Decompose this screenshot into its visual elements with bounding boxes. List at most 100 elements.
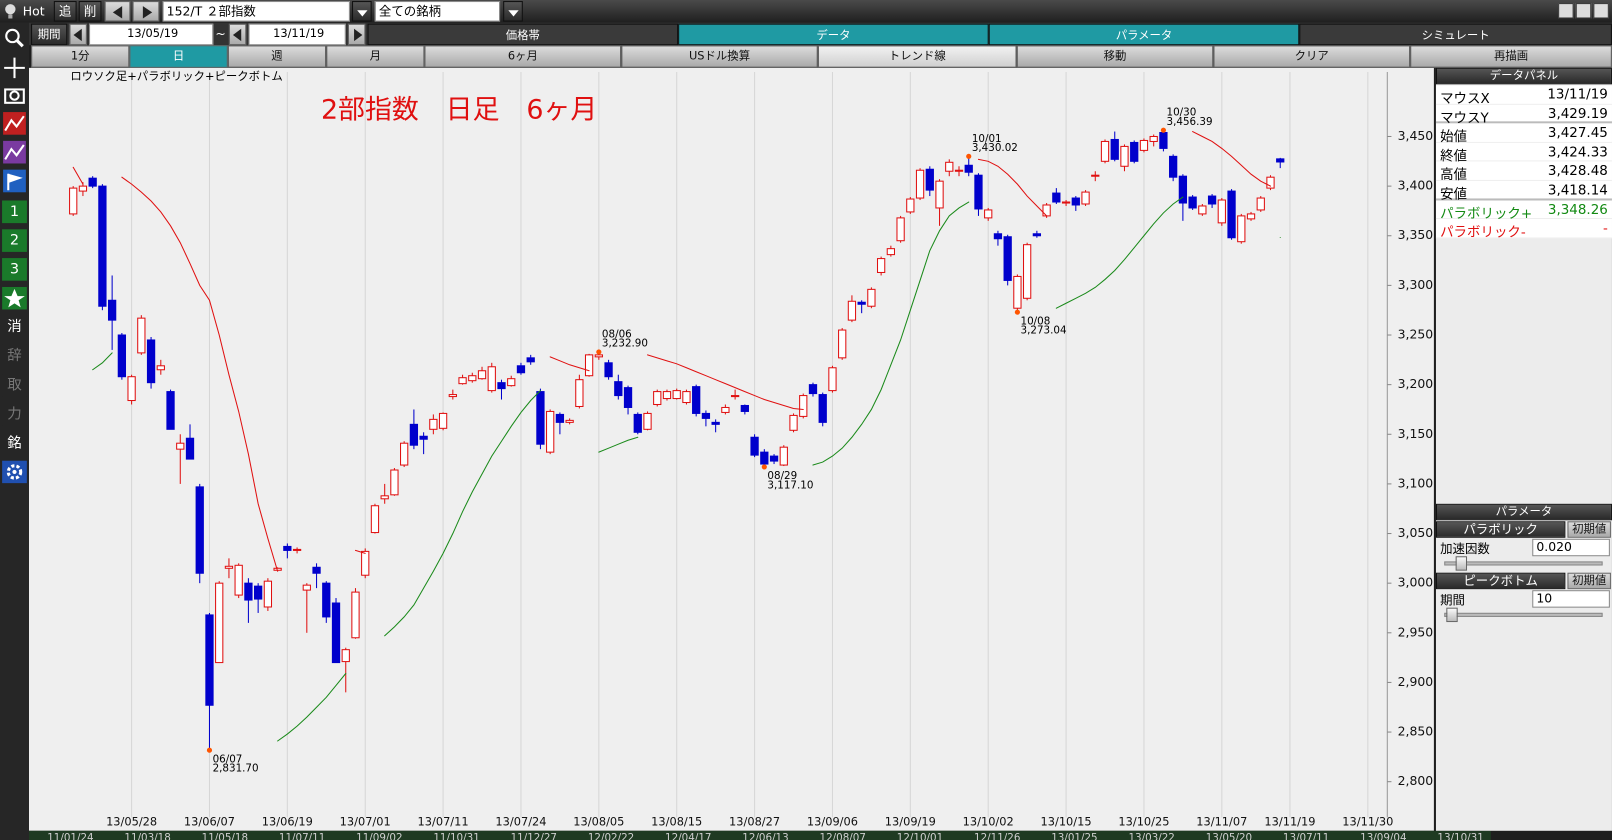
tab[interactable]: シミュレート	[1299, 23, 1612, 46]
toolbar-button[interactable]: トレンド線	[817, 45, 1017, 68]
to-next[interactable]	[347, 23, 366, 46]
toolbar-button[interactable]: USドル換算	[621, 45, 818, 68]
toolbar-button[interactable]: 月	[326, 45, 425, 68]
candle-body	[672, 390, 681, 400]
candle-body	[906, 198, 915, 213]
from-date[interactable]: 13/05/19	[89, 23, 214, 46]
side-tool[interactable]: 2	[2, 229, 27, 252]
tab[interactable]: パラメータ	[988, 23, 1300, 46]
to-prev[interactable]	[228, 23, 247, 46]
panel-row	[1435, 142, 1612, 162]
candle-body	[974, 174, 983, 210]
y-tick-label: 3,400	[1398, 179, 1434, 193]
reset-button[interactable]: 初期値	[1567, 521, 1611, 538]
candle-body	[730, 395, 740, 398]
y-tick-label: 3,000	[1398, 576, 1434, 590]
toolbar-button[interactable]: 週	[227, 45, 327, 68]
delete-button[interactable]: 削	[78, 1, 102, 22]
to-date[interactable]: 13/11/19	[248, 23, 346, 46]
panel-row	[1435, 200, 1612, 220]
navigator-label: 11/01/24	[47, 832, 93, 840]
symbol-input[interactable]: 152/T ２部指数	[162, 1, 350, 22]
candle-body	[1169, 155, 1178, 178]
side-tool[interactable]: 辞	[2, 344, 27, 368]
candle-body	[487, 366, 496, 392]
param-input[interactable]: 0.020	[1532, 538, 1610, 557]
maximize-button[interactable]	[1575, 3, 1592, 19]
universe-dropdown[interactable]	[503, 1, 523, 22]
toolbar-button[interactable]: クリア	[1213, 45, 1411, 68]
candle-body	[789, 414, 798, 431]
candle-body	[419, 435, 428, 440]
candle-body	[575, 379, 584, 407]
candle-body	[1198, 205, 1207, 215]
side-tool[interactable]: 3	[2, 258, 27, 281]
x-tick-label: 13/07/24	[495, 815, 546, 829]
tool-icons	[3, 28, 26, 193]
candle-body	[701, 412, 711, 419]
candle-body	[653, 391, 662, 406]
panel-label: 始値	[1440, 129, 1468, 146]
candle-body	[838, 329, 847, 359]
close-button[interactable]	[1593, 3, 1609, 19]
panel-value: -	[1602, 221, 1608, 237]
side-tool[interactable]: 取	[2, 374, 27, 397]
candle-body	[1022, 244, 1032, 299]
candle-body	[98, 185, 107, 307]
candle-body	[682, 391, 691, 404]
candle-body	[205, 614, 214, 706]
side-tool[interactable]: 1	[2, 200, 27, 224]
candle-body	[254, 585, 263, 600]
x-tick-label: 13/07/11	[418, 815, 469, 829]
prev-button[interactable]	[104, 1, 131, 22]
navigator-label: 12/06/13	[742, 832, 788, 840]
reset-button[interactable]: 初期値	[1567, 572, 1611, 590]
panel-row	[1435, 180, 1612, 201]
navigator-label: 13/01/25	[1051, 832, 1097, 840]
candle-body	[146, 339, 156, 384]
side-tool[interactable]: 消	[2, 315, 27, 339]
candle-body	[438, 412, 448, 429]
navigator-label: 13/03/22	[1128, 832, 1174, 840]
param-input[interactable]: 10	[1532, 590, 1610, 608]
tab[interactable]: データ	[678, 23, 989, 46]
panel-value: 13/11/19	[1547, 87, 1608, 103]
slider-thumb[interactable]	[1455, 556, 1468, 571]
next-button[interactable]	[132, 1, 160, 22]
toolbar-button[interactable]: 移動	[1016, 45, 1214, 68]
panel-row	[1435, 161, 1612, 181]
candle-body	[1130, 141, 1139, 162]
add-button[interactable]: 追	[53, 1, 77, 22]
panel-row	[1435, 104, 1612, 124]
candle-body	[1159, 132, 1168, 149]
side-tool[interactable]: 銘	[2, 431, 27, 455]
candle-body	[516, 365, 526, 374]
candle-body	[633, 413, 642, 433]
toolbar-button[interactable]: 再描画	[1410, 45, 1612, 68]
candle-body	[69, 187, 78, 215]
minimize-button[interactable]	[1558, 3, 1574, 19]
peak-marker	[1160, 127, 1167, 133]
x-tick-label: 13/11/30	[1342, 815, 1393, 829]
candle-body	[993, 233, 1003, 240]
candle-body	[828, 367, 837, 392]
side-tool[interactable]: 力	[2, 403, 27, 426]
from-prev[interactable]	[69, 23, 87, 46]
candle-body	[662, 391, 672, 400]
toolbar-button[interactable]: 1分	[31, 45, 130, 68]
panel-label: マウスX	[1440, 91, 1490, 107]
param-label: 期間	[1440, 593, 1465, 608]
slider-thumb[interactable]	[1446, 607, 1458, 623]
toolbar-button[interactable]: 6ヶ月	[424, 45, 622, 68]
y-tick-label: 3,200	[1398, 377, 1434, 391]
candle-body	[370, 505, 380, 534]
toolbar-button[interactable]: 日	[129, 45, 228, 68]
universe-select[interactable]: 全ての銘柄	[374, 1, 501, 22]
candle-body	[117, 334, 127, 378]
candle-body	[380, 495, 389, 500]
hot-button[interactable]: Hot	[22, 4, 45, 19]
symbol-dropdown[interactable]	[352, 1, 372, 22]
panel-label: 終値	[1440, 148, 1468, 165]
x-tick-label: 13/09/19	[885, 815, 936, 829]
tab[interactable]: 価格帯	[367, 23, 679, 46]
